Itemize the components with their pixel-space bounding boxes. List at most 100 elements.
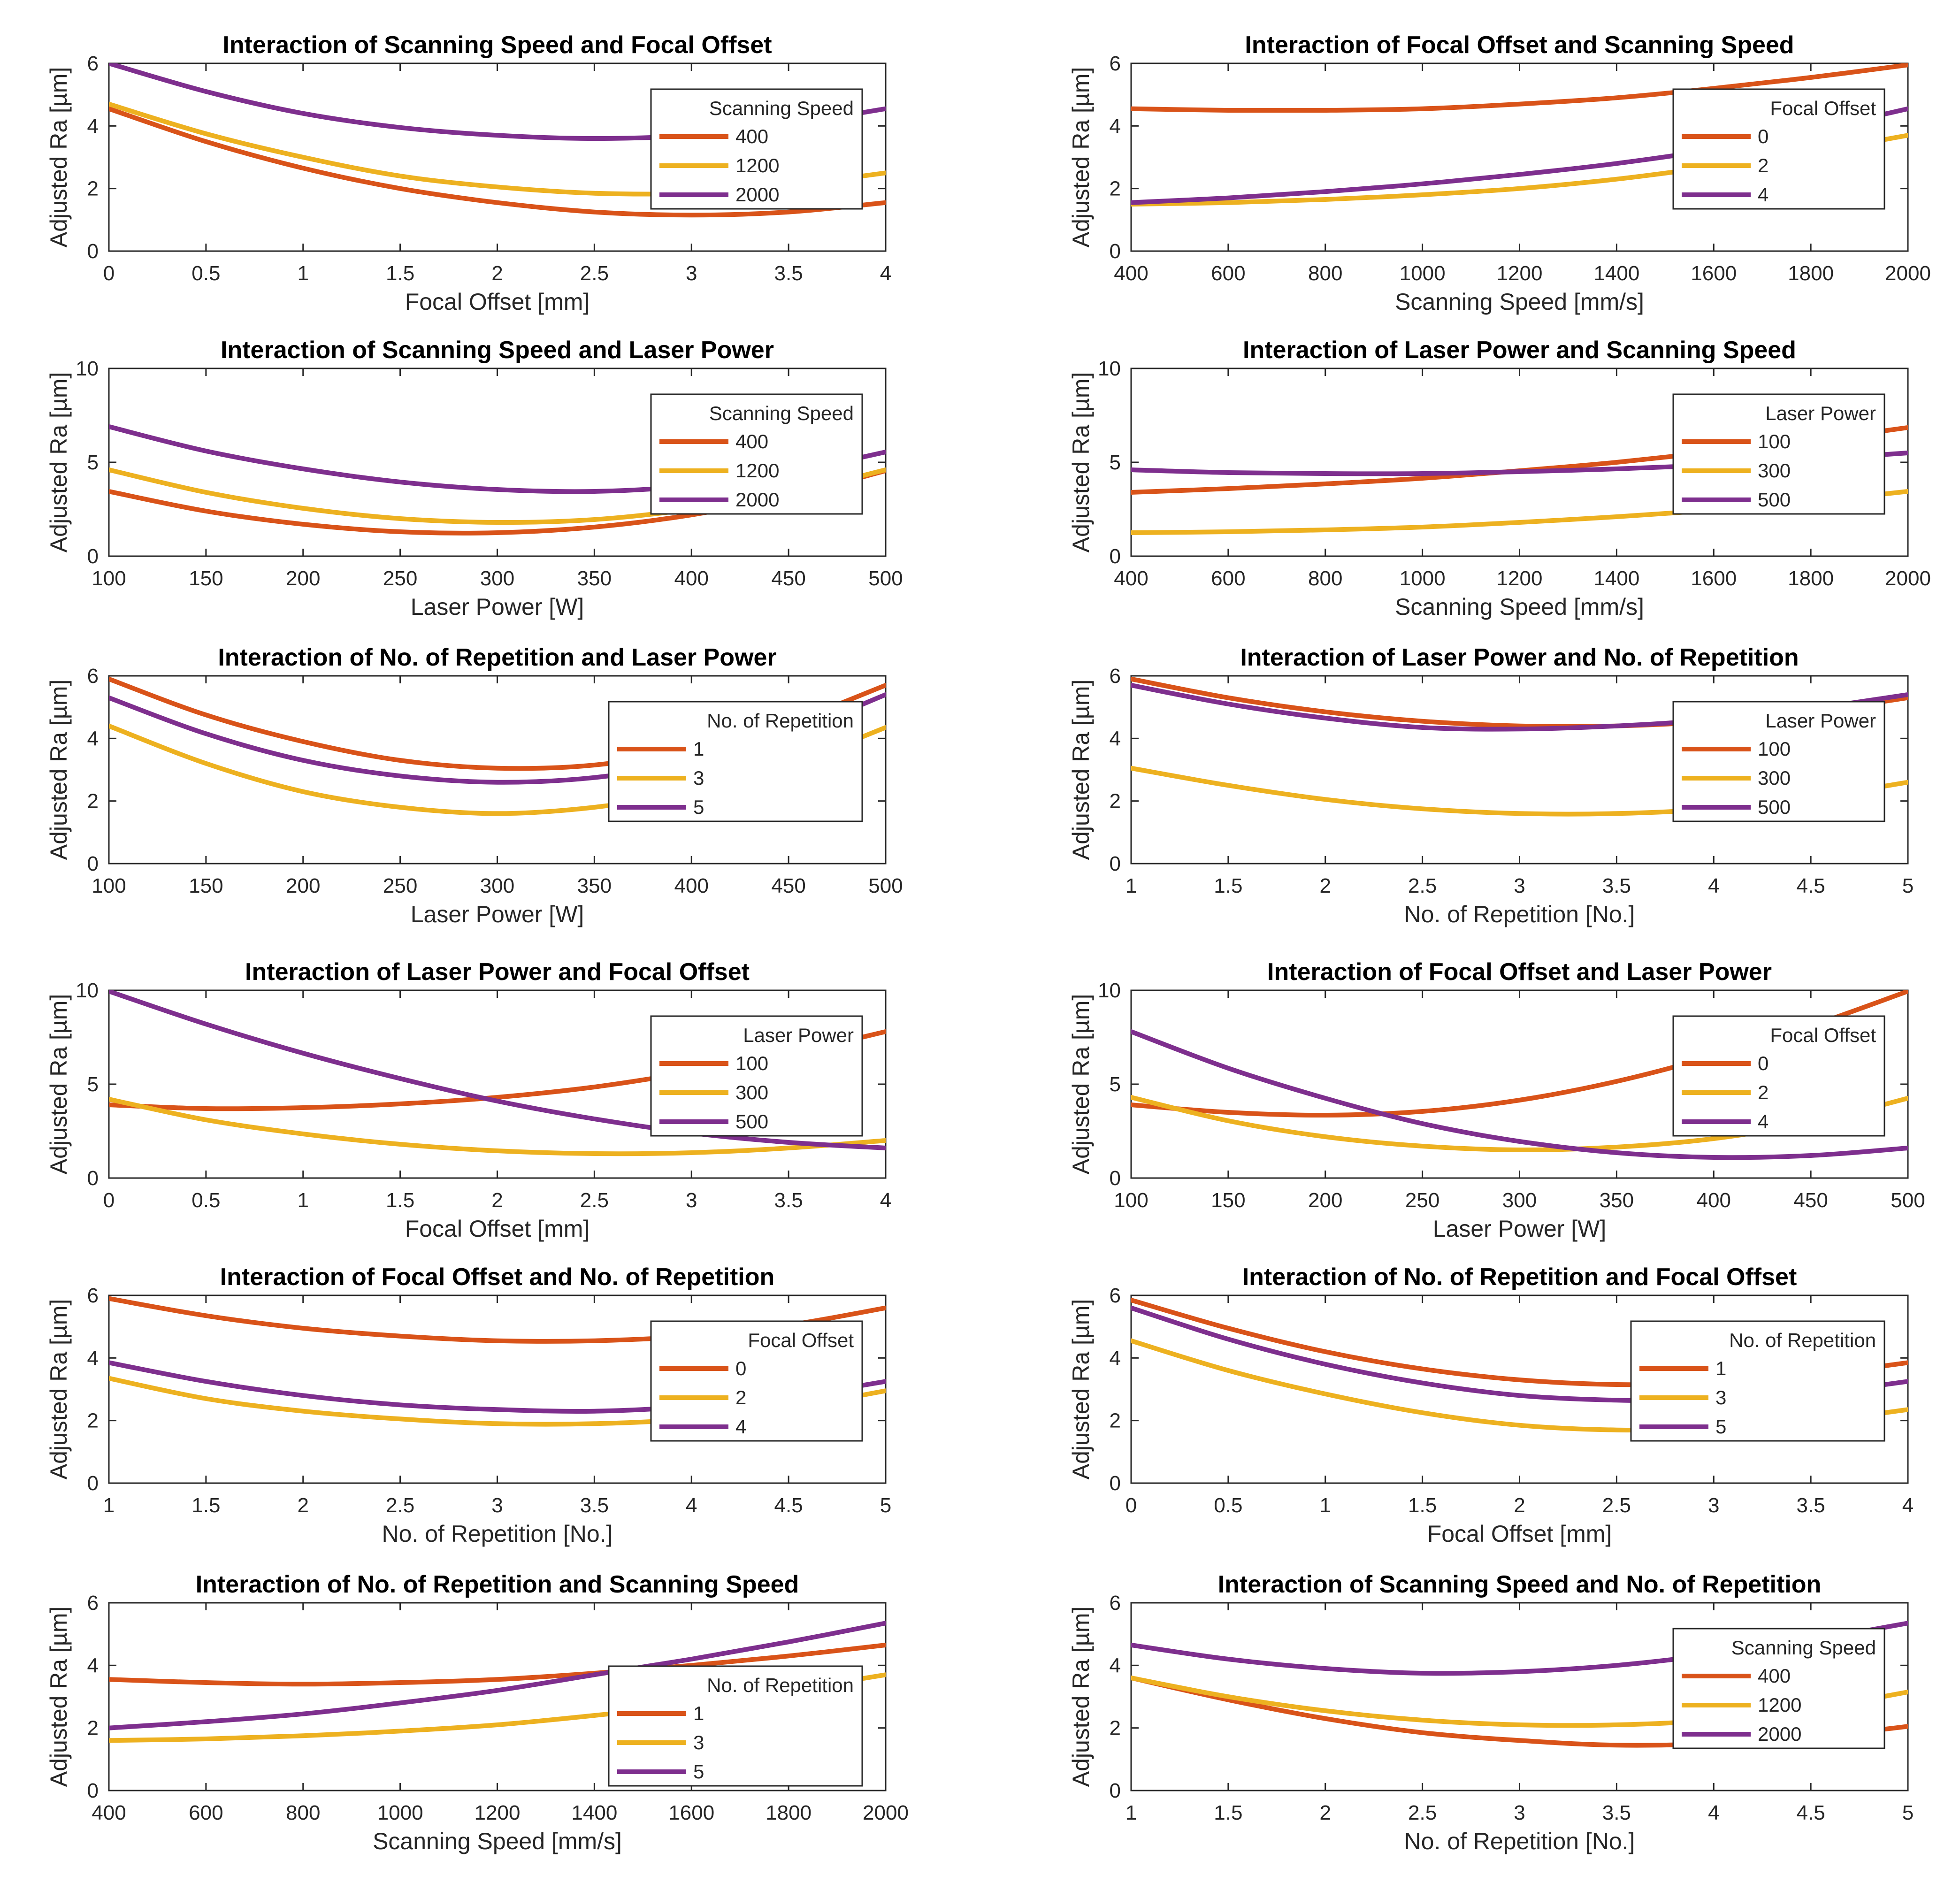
x-tick-label: 200 — [286, 567, 320, 590]
y-tick-label: 0 — [87, 545, 99, 568]
x-tick-label: 400 — [674, 567, 709, 590]
legend-title: Focal Offset — [748, 1329, 854, 1351]
legend-box — [650, 1015, 863, 1137]
y-tick-label: 0 — [87, 1779, 99, 1802]
legend-entry-label: 500 — [1758, 489, 1791, 511]
legend-entry-label: 2000 — [1758, 1723, 1801, 1745]
x-tick-label: 1600 — [1691, 567, 1737, 590]
chart-title: Interaction of Laser Power and No. of Re… — [1240, 644, 1799, 671]
y-tick-label: 0 — [87, 1167, 99, 1190]
y-axis-label: Adjusted Ra [µm] — [1068, 680, 1094, 860]
x-axis-label: Scanning Speed [mm/s] — [1395, 594, 1644, 620]
x-tick-label: 150 — [1211, 1189, 1245, 1212]
legend-entry-label: 1200 — [735, 154, 779, 176]
chart-panel-8: Interaction of Focal Offset and Laser Po… — [1068, 958, 1925, 1242]
x-tick-label: 3.5 — [774, 262, 803, 285]
y-tick-label: 6 — [87, 665, 99, 688]
x-tick-label: 4 — [880, 262, 891, 285]
legend: Laser Power 100 300 500 — [1672, 393, 1885, 515]
x-tick-label: 2 — [298, 1494, 309, 1517]
x-tick-label: 0 — [103, 1189, 115, 1212]
x-tick-label: 350 — [577, 567, 612, 590]
x-tick-label: 800 — [1308, 262, 1342, 285]
x-tick-label: 1 — [1125, 1801, 1137, 1824]
y-tick-label: 6 — [1110, 52, 1121, 75]
legend-box — [1672, 393, 1885, 515]
x-tick-label: 1400 — [1593, 262, 1639, 285]
x-tick-label: 3.5 — [1602, 1801, 1631, 1824]
y-axis-label: Adjusted Ra [µm] — [46, 1299, 72, 1480]
x-tick-label: 450 — [771, 567, 805, 590]
chart-panel-2: Interaction of Focal Offset and Scanning… — [1068, 31, 1931, 315]
y-tick-label: 6 — [87, 1284, 99, 1307]
legend-box — [1630, 1320, 1885, 1442]
y-axis-label: Adjusted Ra [µm] — [46, 680, 72, 860]
x-tick-label: 5 — [1902, 874, 1914, 897]
x-tick-label: 400 — [1697, 1189, 1731, 1212]
legend-entry-label: 2000 — [735, 489, 779, 511]
x-tick-label: 1800 — [1788, 262, 1834, 285]
x-tick-label: 3.5 — [1602, 874, 1631, 897]
legend-box — [1672, 701, 1885, 822]
legend-entry-label: 500 — [1758, 796, 1791, 818]
x-tick-label: 0 — [1125, 1494, 1137, 1517]
legend-title: Scanning Speed — [1731, 1637, 1876, 1659]
x-tick-label: 200 — [1308, 1189, 1342, 1212]
x-tick-label: 800 — [286, 1801, 320, 1824]
x-axis-label: Focal Offset [mm] — [1427, 1521, 1612, 1547]
chart-title: Interaction of No. of Repetition and Sca… — [196, 1571, 799, 1598]
legend-box — [1672, 1015, 1885, 1137]
x-tick-label: 300 — [480, 874, 514, 897]
legend-box — [650, 393, 863, 515]
x-tick-label: 300 — [480, 567, 514, 590]
y-tick-label: 4 — [87, 115, 99, 138]
legend-box — [1672, 88, 1885, 210]
legend-entry-label: 300 — [1758, 459, 1791, 482]
legend-box — [608, 1665, 863, 1787]
y-tick-label: 2 — [87, 1717, 99, 1740]
x-axis-label: Focal Offset [mm] — [405, 1216, 590, 1242]
x-tick-label: 200 — [286, 874, 320, 897]
x-tick-label: 3 — [1514, 1801, 1525, 1824]
legend-entry-label: 3 — [1715, 1386, 1726, 1408]
legend-entry-label: 300 — [1758, 767, 1791, 789]
legend-box — [650, 1320, 863, 1442]
x-tick-label: 250 — [1405, 1189, 1439, 1212]
chart-panel-5: Interaction of No. of Repetition and Las… — [46, 644, 903, 927]
x-tick-label: 2 — [1320, 1801, 1331, 1824]
legend-box — [1672, 1628, 1885, 1749]
legend-entry-label: 5 — [693, 1761, 704, 1783]
x-tick-label: 2000 — [1885, 567, 1931, 590]
legend-entry-label: 500 — [735, 1110, 768, 1133]
series-line-4 — [1131, 1029, 1908, 1160]
x-tick-label: 0.5 — [191, 262, 220, 285]
x-tick-label: 5 — [880, 1494, 891, 1517]
x-tick-label: 1200 — [475, 1801, 521, 1824]
x-tick-label: 1600 — [1691, 262, 1737, 285]
y-tick-label: 5 — [87, 451, 99, 474]
y-tick-label: 2 — [1110, 1409, 1121, 1432]
chart-title: Interaction of Laser Power and Focal Off… — [245, 958, 750, 986]
x-tick-label: 3 — [686, 1189, 697, 1212]
y-axis-label: Adjusted Ra [µm] — [1068, 1607, 1094, 1787]
chart-panel-11: Interaction of No. of Repetition and Sca… — [46, 1571, 909, 1854]
y-tick-label: 5 — [87, 1073, 99, 1096]
chart-title: Interaction of No. of Repetition and Foc… — [1242, 1263, 1797, 1291]
y-tick-label: 0 — [1110, 852, 1121, 875]
x-tick-label: 2 — [1514, 1494, 1525, 1517]
y-tick-label: 10 — [1098, 979, 1121, 1002]
x-tick-label: 400 — [1114, 262, 1148, 285]
y-tick-label: 10 — [76, 357, 99, 380]
x-tick-label: 1200 — [1497, 262, 1543, 285]
x-tick-label: 400 — [92, 1801, 126, 1824]
x-tick-label: 150 — [189, 874, 223, 897]
x-tick-label: 4 — [686, 1494, 697, 1517]
legend-entry-label: 2 — [735, 1386, 746, 1408]
x-tick-label: 3.5 — [580, 1494, 609, 1517]
chart-title: Interaction of Laser Power and Scanning … — [1243, 337, 1796, 364]
chart-panel-10: Interaction of No. of Repetition and Foc… — [1068, 1263, 1914, 1547]
legend: Laser Power 100 300 500 — [650, 1015, 863, 1137]
